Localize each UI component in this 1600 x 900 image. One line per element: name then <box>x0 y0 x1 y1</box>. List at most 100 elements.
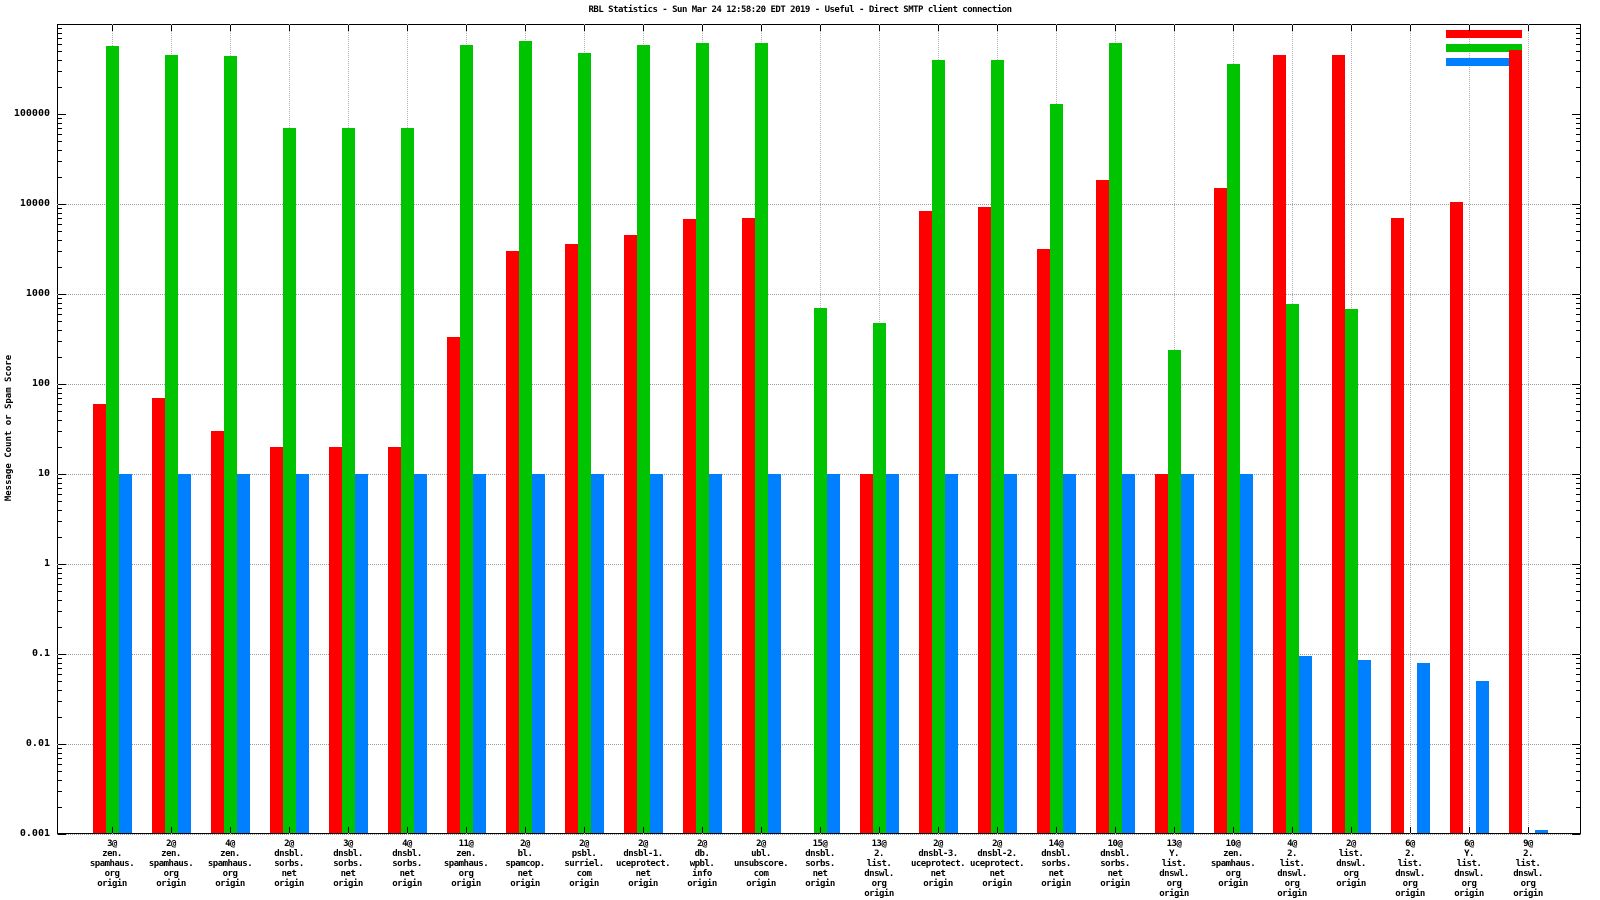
bar-not-spam <box>623 235 637 833</box>
y-minor-tick <box>1576 779 1580 781</box>
x-category-label: 2@ bl. spamcop. net origin <box>505 839 545 889</box>
y-minor-tick <box>58 161 62 163</box>
y-minor-tick <box>58 791 62 793</box>
y-minor-tick <box>1576 266 1580 268</box>
y-minor-tick <box>58 658 62 660</box>
bar-not-spam <box>741 217 755 833</box>
y-major-tick <box>58 834 66 835</box>
bar-spam <box>105 45 119 833</box>
x-top-tick <box>407 25 408 31</box>
y-major-tick <box>58 204 66 205</box>
y-minor-tick <box>58 208 62 210</box>
bar-spam <box>223 56 237 833</box>
x-top-tick <box>1469 25 1470 31</box>
y-tick-label: 10 <box>37 468 50 479</box>
y-minor-tick <box>1576 28 1580 30</box>
y-minor-tick <box>1576 231 1580 233</box>
y-minor-tick <box>1576 482 1580 484</box>
x-top-tick <box>1233 25 1234 31</box>
x-bottom-tick <box>938 827 939 833</box>
bar-score <box>1298 656 1312 833</box>
y-minor-tick <box>1576 212 1580 214</box>
y-major-tick <box>1572 744 1580 745</box>
x-category-label: 2@ dnsbl-2. uceprotect. net origin <box>969 839 1025 889</box>
x-category-label: 4@ 2. list. dnswl. org origin <box>1277 839 1307 899</box>
bar-spam <box>1344 309 1358 833</box>
x-category-label: 15@ dnsbl. sorbs. net origin <box>805 839 835 889</box>
y-minor-tick <box>58 176 62 178</box>
y-minor-tick <box>58 141 62 143</box>
y-minor-tick <box>1576 127 1580 129</box>
y-minor-tick <box>58 302 62 304</box>
x-top-tick <box>643 25 644 31</box>
y-minor-tick <box>1576 791 1580 793</box>
y-minor-tick <box>1576 536 1580 538</box>
x-top-tick <box>1410 25 1411 31</box>
y-minor-tick <box>1576 307 1580 309</box>
y-minor-tick <box>1576 701 1580 703</box>
bar-spam <box>400 127 414 833</box>
x-top-tick <box>230 25 231 31</box>
y-minor-tick <box>58 251 62 253</box>
y-minor-tick <box>58 122 62 124</box>
x-bottom-tick <box>584 827 585 833</box>
x-top-tick <box>820 25 821 31</box>
x-category-label: 2@ zen. spamhaus. org origin <box>148 839 194 889</box>
y-minor-tick <box>1576 478 1580 480</box>
y-minor-tick <box>1576 583 1580 585</box>
x-category-label: 14@ dnsbl. sorbs. net origin <box>1041 839 1071 889</box>
y-minor-tick <box>58 51 62 53</box>
legend-swatch-not-spam <box>1446 30 1522 38</box>
y-tick-label: 100 <box>31 378 50 389</box>
y-minor-tick <box>1576 51 1580 53</box>
bar-not-spam <box>1095 179 1109 833</box>
y-minor-tick <box>58 356 62 358</box>
x-category-label: 13@ Y. list. dnswl. org origin <box>1159 839 1189 899</box>
y-minor-tick <box>1576 763 1580 765</box>
bar-spam <box>990 59 1004 833</box>
bar-not-spam <box>92 403 106 833</box>
y-minor-tick <box>1576 626 1580 628</box>
bar-score <box>1180 474 1194 833</box>
y-minor-tick <box>1576 71 1580 73</box>
y-minor-tick <box>58 43 62 45</box>
bar-score <box>236 474 250 833</box>
x-category-label: 2@ db. wpbl. info origin <box>687 839 717 889</box>
y-minor-tick <box>58 689 62 691</box>
y-minor-tick <box>1576 431 1580 433</box>
bar-not-spam <box>1154 474 1168 833</box>
y-minor-tick <box>1576 403 1580 405</box>
y-major-tick <box>58 114 66 115</box>
y-minor-tick <box>58 482 62 484</box>
y-major-tick <box>58 294 66 295</box>
bar-score <box>1475 681 1489 833</box>
bar-spam <box>341 127 355 833</box>
y-major-tick <box>1572 114 1580 115</box>
y-major-tick <box>58 384 66 385</box>
y-minor-tick <box>1576 757 1580 759</box>
bar-score <box>177 474 191 833</box>
y-minor-tick <box>1576 298 1580 300</box>
x-category-label: 10@ zen. spamhaus. org origin <box>1210 839 1256 889</box>
y-minor-tick <box>58 572 62 574</box>
bar-spam <box>164 55 178 833</box>
y-minor-tick <box>58 392 62 394</box>
bar-score <box>767 474 781 833</box>
y-minor-tick <box>1576 86 1580 88</box>
x-category-label: 2@ dnsbl. sorbs. net origin <box>274 839 304 889</box>
y-minor-tick <box>58 321 62 323</box>
y-minor-tick <box>58 446 62 448</box>
bar-score <box>118 474 132 833</box>
x-category-label: 3@ zen. spamhaus. org origin <box>89 839 135 889</box>
y-major-tick <box>1572 294 1580 295</box>
y-axis-label: Message Count or Spam Score <box>4 354 14 502</box>
x-bottom-tick <box>171 827 172 833</box>
y-minor-tick <box>58 217 62 219</box>
bar-spam <box>813 307 827 833</box>
y-minor-tick <box>58 757 62 759</box>
y-minor-tick <box>1576 239 1580 241</box>
x-bottom-tick <box>112 827 113 833</box>
y-minor-tick <box>58 32 62 34</box>
y-minor-tick <box>58 681 62 683</box>
x-category-label: 9@ 2. list. dnswl. org origin <box>1513 839 1543 899</box>
